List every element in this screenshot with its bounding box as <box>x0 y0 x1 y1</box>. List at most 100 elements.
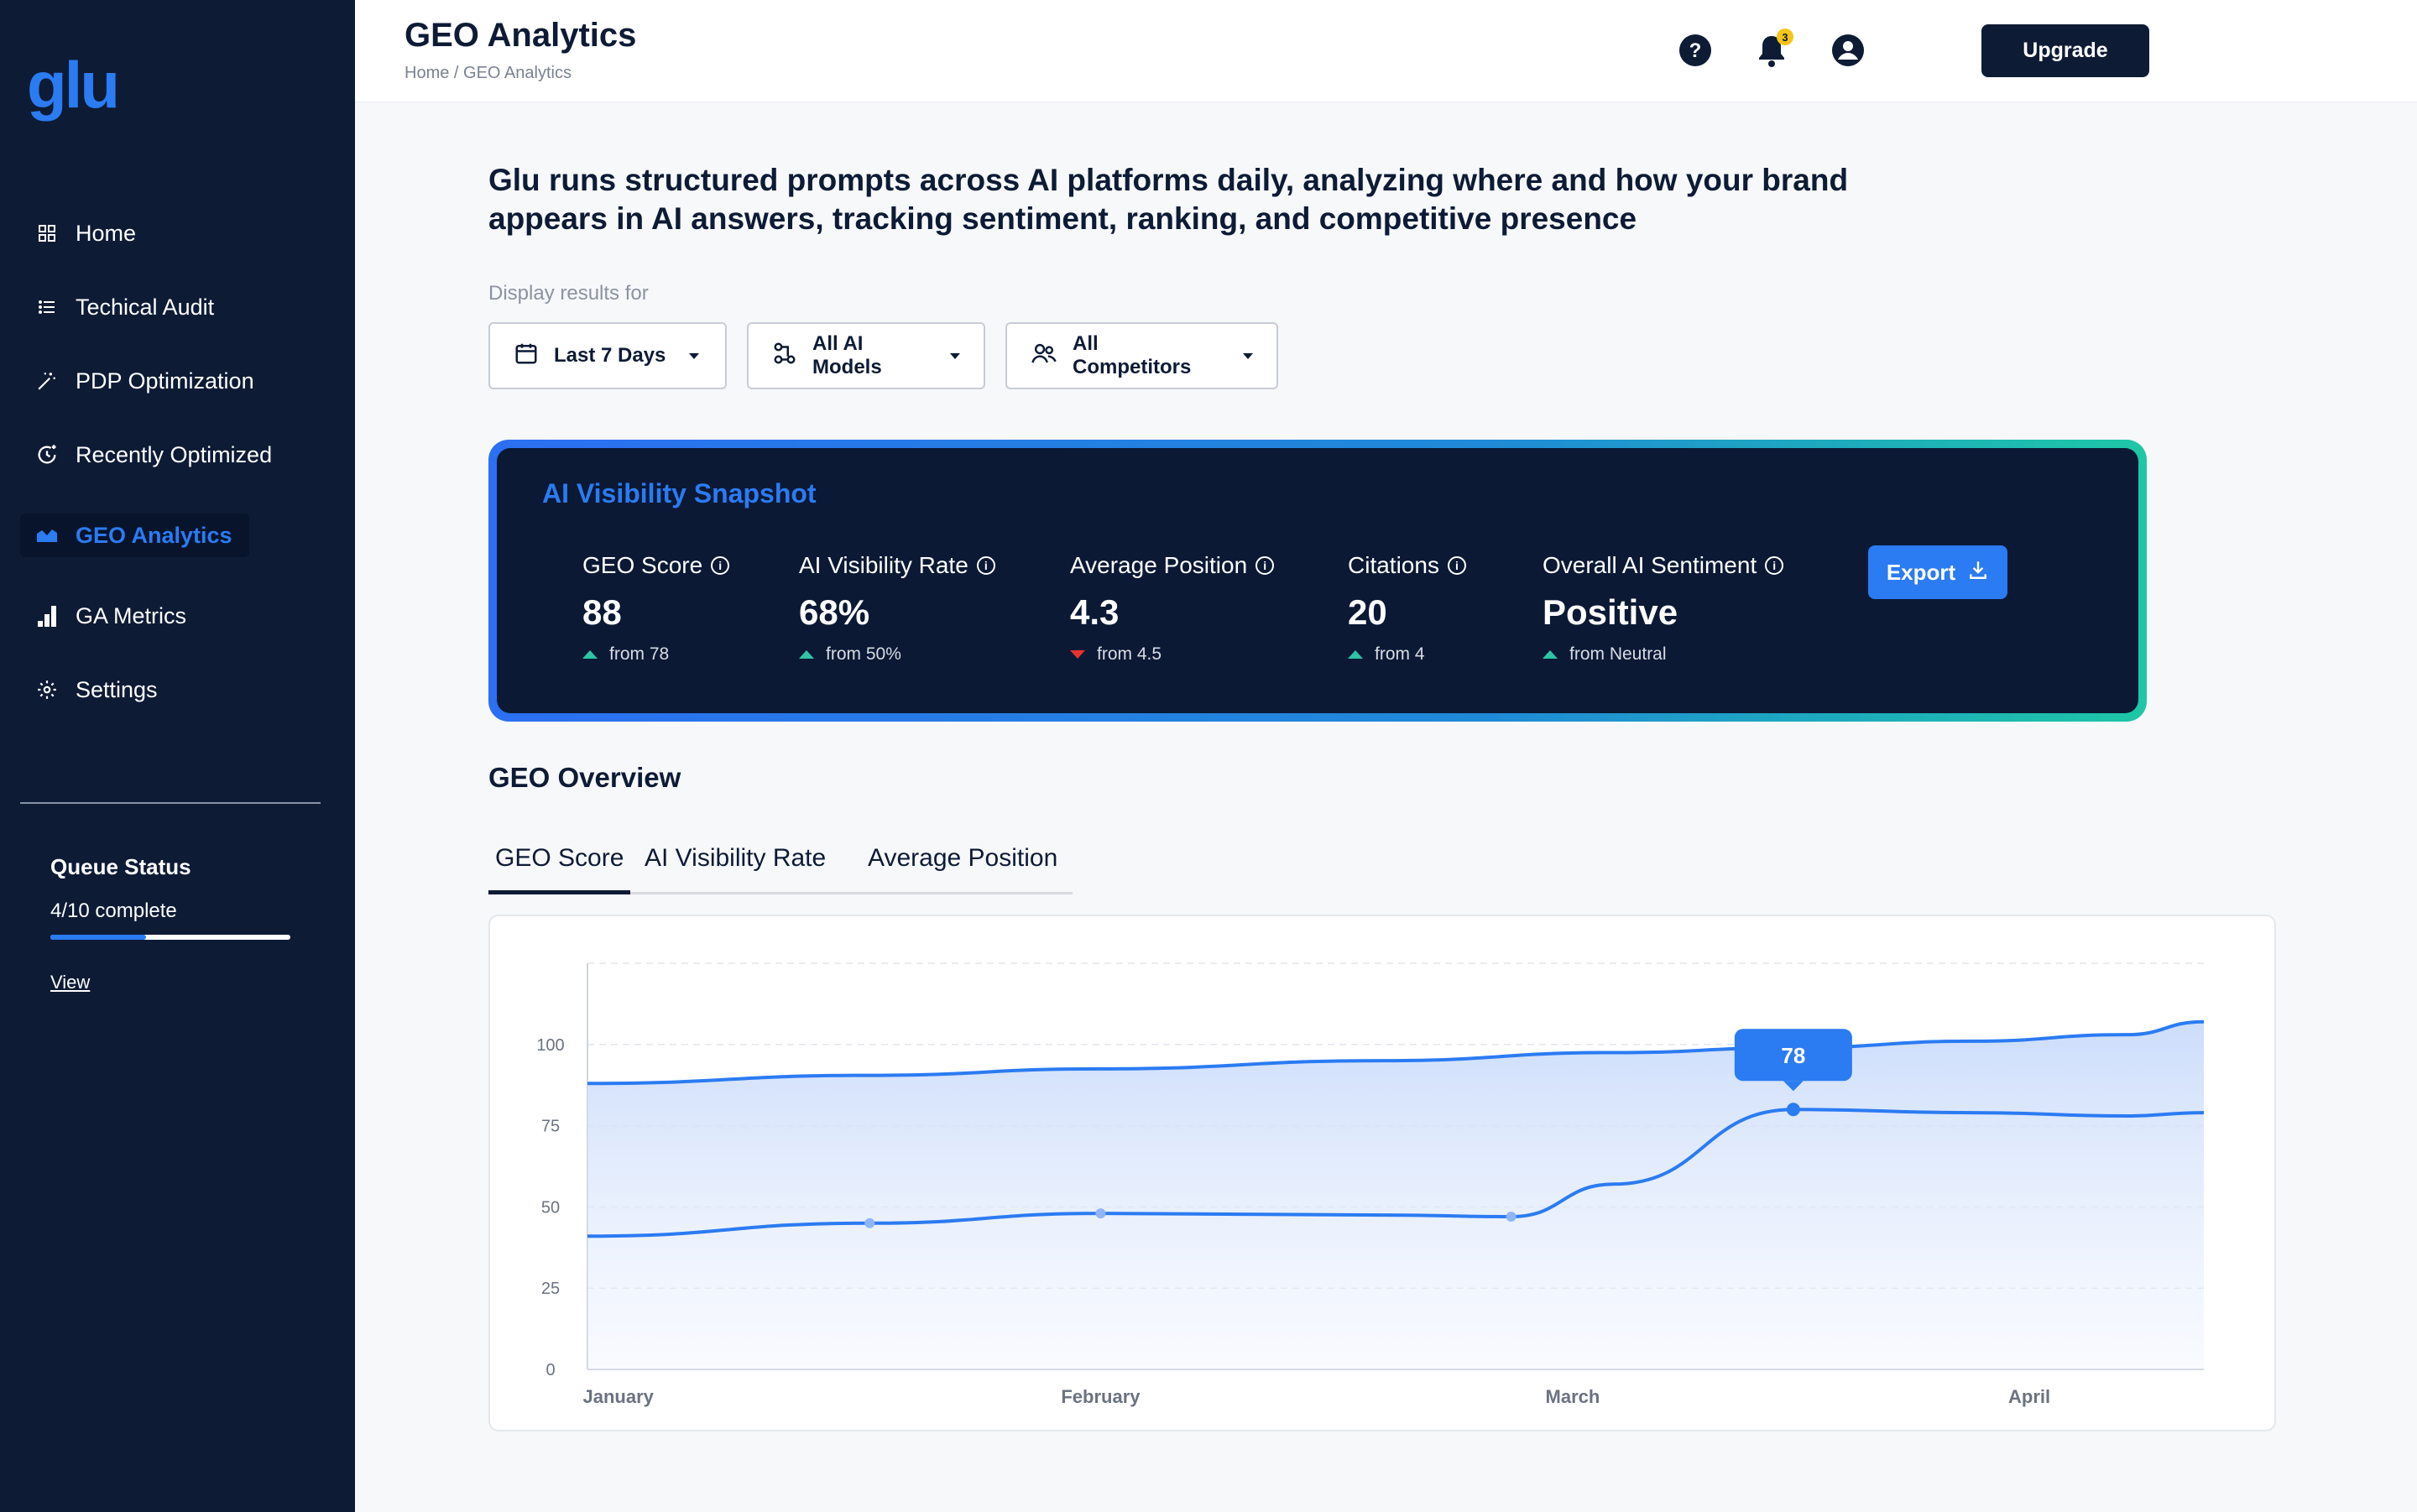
data-point <box>864 1217 875 1228</box>
upgrade-button[interactable]: Upgrade <box>1981 24 2149 77</box>
sidebar-item-home[interactable]: Home <box>20 211 153 255</box>
metric-average-position: Average Position i 4.3 from 4.5 <box>1070 552 1275 665</box>
y-tick-label: 0 <box>546 1361 555 1379</box>
info-icon[interactable]: i <box>1765 556 1784 575</box>
grid-icon <box>35 222 59 245</box>
date-range-filter[interactable]: Last 7 Days <box>488 322 727 389</box>
models-icon <box>772 341 797 372</box>
queue-status-title: Queue Status <box>50 854 191 879</box>
highlight-point <box>1786 1103 1800 1117</box>
overview-tabs: GEO Score AI Visibility Rate Average Pos… <box>488 831 1073 894</box>
tab-ai-visibility-rate[interactable]: AI Visibility Rate <box>645 844 827 872</box>
gear-icon <box>35 678 59 701</box>
x-tick-label: April <box>2008 1386 2050 1407</box>
sidebar-item-label: Techical Audit <box>76 294 215 320</box>
metric-label: GEO Score <box>582 552 703 578</box>
metric-value: Positive <box>1543 592 1678 632</box>
sidebar-item-geo-analytics[interactable]: GEO Analytics <box>20 514 249 557</box>
trend-down-icon <box>1070 650 1085 659</box>
metric-overall-ai-sentiment: Overall AI Sentiment i Positive from Neut… <box>1543 552 1784 665</box>
filter-label: All Competitors <box>1073 332 1192 378</box>
calendar-icon <box>514 341 539 372</box>
sidebar-item-settings[interactable]: Settings <box>20 668 175 712</box>
metric-delta: from 50% <box>826 644 901 664</box>
ai-models-filter[interactable]: All AI Models <box>747 322 985 389</box>
info-icon[interactable]: i <box>1447 556 1466 575</box>
info-icon[interactable]: i <box>711 556 730 575</box>
tab-geo-score[interactable]: GEO Score <box>488 844 631 894</box>
magic-wand-icon <box>35 369 59 393</box>
metric-value: 4.3 <box>1070 592 1120 632</box>
chevron-down-icon <box>1243 352 1253 359</box>
chevron-down-icon <box>689 352 700 359</box>
filter-label: Last 7 Days <box>554 344 666 367</box>
tooltip-pointer <box>1783 1081 1804 1092</box>
metric-delta: from 4.5 <box>1097 644 1162 664</box>
refresh-sparkle-icon <box>35 443 59 467</box>
data-point <box>1095 1208 1106 1219</box>
bell-icon[interactable]: 3 <box>1753 29 1793 69</box>
tooltip-label: 78 <box>1781 1043 1805 1068</box>
series-area <box>587 1021 2204 1369</box>
metric-citations: Citations i 20 from 4 <box>1348 552 1466 665</box>
series-line <box>587 1019 2205 1086</box>
metric-value: 68% <box>799 592 870 632</box>
sidebar-item-label: Settings <box>76 676 158 702</box>
ai-visibility-snapshot-card: AI Visibility Snapshot GEO Score i 88 fro… <box>488 440 2147 722</box>
y-tick-label: 50 <box>541 1198 560 1217</box>
y-tick-label: 75 <box>541 1118 560 1136</box>
tab-average-position[interactable]: Average Position <box>868 844 1058 872</box>
queue-progress-bar <box>50 935 290 940</box>
sidebar-item-label: Recently Optimized <box>76 441 273 467</box>
export-button[interactable]: Export <box>1868 545 2007 599</box>
trend-up-icon <box>799 650 814 659</box>
chart-svg: 0 25 50 75 100 January February March April 78 <box>536 962 2205 1407</box>
sidebar: glu Home Techical Audit PDP Optimization… <box>0 0 355 1512</box>
snapshot-title: AI Visibility Snapshot <box>542 478 817 508</box>
trend-up-icon <box>582 650 598 659</box>
sidebar-item-label: GEO Analytics <box>76 522 232 548</box>
trend-up-icon <box>1348 650 1363 659</box>
metric-label: Average Position <box>1070 552 1248 578</box>
sidebar-item-label: PDP Optimization <box>76 368 254 394</box>
download-icon <box>1967 559 1989 587</box>
metric-delta: from 78 <box>609 644 670 664</box>
user-avatar-icon[interactable] <box>1830 32 1866 69</box>
metric-value: 88 <box>582 592 622 632</box>
geo-overview-title: GEO Overview <box>488 762 681 793</box>
competitors-filter[interactable]: All Competitors <box>1005 322 1278 389</box>
queue-status-text: 4/10 complete <box>50 899 177 922</box>
list-icon <box>35 295 59 319</box>
metric-value: 20 <box>1348 592 1387 632</box>
queue-progress-fill <box>50 935 147 940</box>
data-point <box>1506 1212 1516 1223</box>
metric-label: Overall AI Sentiment <box>1543 552 1757 578</box>
info-icon[interactable]: i <box>976 556 995 575</box>
svg-text:?: ? <box>1689 39 1702 62</box>
x-tick-label: March <box>1546 1386 1600 1407</box>
bar-chart-icon <box>35 604 59 628</box>
top-header: GEO Analytics Home / GEO Analytics Upgra… <box>355 0 2417 102</box>
sidebar-item-ga-metrics[interactable]: GA Metrics <box>20 594 203 638</box>
tooltip-box <box>1734 1029 1852 1082</box>
breadcrumb[interactable]: Home / GEO Analytics <box>405 64 572 82</box>
metric-label: Citations <box>1348 552 1439 578</box>
sidebar-item-recently-optimized[interactable]: Recently Optimized <box>20 433 289 477</box>
x-tick-label: January <box>582 1386 654 1407</box>
metric-delta: from Neutral <box>1569 644 1667 664</box>
info-icon[interactable]: i <box>1255 556 1275 575</box>
help-icon[interactable]: ? <box>1677 32 1714 69</box>
filter-label: All AI Models <box>812 332 882 378</box>
metric-label: AI Visibility Rate <box>799 552 968 578</box>
queue-view-link[interactable]: View <box>50 972 91 993</box>
trend-up-icon <box>1543 650 1558 659</box>
logo[interactable]: glu <box>27 48 120 122</box>
notification-badge: 3 <box>1777 29 1793 45</box>
series-line <box>587 1108 2205 1238</box>
intro-text: Glu runs structured prompts across AI pl… <box>488 163 1849 236</box>
metric-delta: from 4 <box>1375 644 1425 664</box>
sidebar-item-pdp-optimization[interactable]: PDP Optimization <box>20 359 271 403</box>
export-label: Export <box>1886 559 1956 585</box>
sidebar-item-label: Home <box>76 220 137 246</box>
sidebar-item-technical-audit[interactable]: Techical Audit <box>20 285 231 329</box>
